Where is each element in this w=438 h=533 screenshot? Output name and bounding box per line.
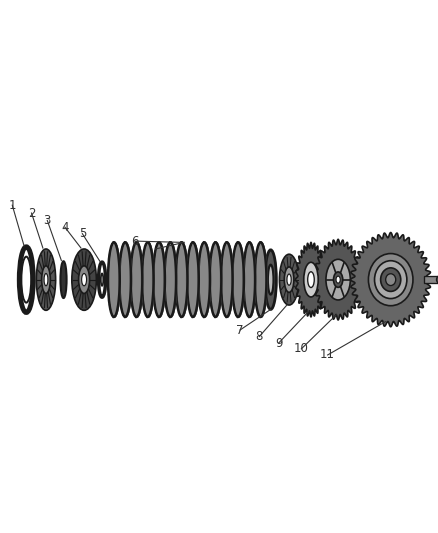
Ellipse shape (119, 243, 131, 317)
Text: 3: 3 (44, 214, 51, 227)
Ellipse shape (437, 276, 438, 284)
Ellipse shape (268, 265, 273, 295)
Ellipse shape (60, 261, 67, 298)
Ellipse shape (198, 243, 210, 317)
Ellipse shape (244, 243, 255, 317)
Ellipse shape (142, 243, 154, 317)
Text: 10: 10 (294, 342, 309, 356)
Ellipse shape (255, 243, 266, 317)
Ellipse shape (333, 272, 343, 287)
Ellipse shape (176, 243, 187, 317)
Text: 2: 2 (28, 207, 35, 220)
Text: 8: 8 (256, 330, 263, 343)
Ellipse shape (131, 243, 142, 317)
Ellipse shape (232, 243, 244, 317)
Ellipse shape (386, 274, 396, 286)
Ellipse shape (187, 243, 199, 317)
Ellipse shape (284, 267, 294, 292)
Ellipse shape (336, 276, 340, 283)
Ellipse shape (374, 261, 407, 298)
Polygon shape (350, 232, 431, 327)
Text: 4: 4 (61, 221, 69, 233)
Text: 5: 5 (79, 227, 86, 240)
Ellipse shape (210, 243, 221, 317)
Polygon shape (314, 239, 362, 320)
Ellipse shape (44, 273, 48, 286)
Ellipse shape (326, 260, 350, 300)
Ellipse shape (221, 243, 233, 317)
Ellipse shape (81, 273, 87, 286)
Ellipse shape (78, 266, 90, 294)
Ellipse shape (108, 243, 120, 317)
Ellipse shape (287, 274, 291, 285)
Text: 1: 1 (8, 199, 16, 212)
Ellipse shape (164, 243, 176, 317)
Text: 7: 7 (236, 324, 244, 336)
Ellipse shape (265, 250, 276, 310)
Text: 6: 6 (131, 235, 139, 248)
Text: 9: 9 (275, 337, 283, 350)
Bar (424, 276, 438, 283)
Polygon shape (296, 243, 326, 317)
Ellipse shape (368, 254, 413, 306)
Ellipse shape (153, 243, 165, 317)
Text: 11: 11 (320, 349, 335, 361)
Ellipse shape (36, 249, 56, 310)
Ellipse shape (381, 268, 401, 292)
Ellipse shape (304, 262, 318, 297)
Ellipse shape (72, 249, 96, 310)
Ellipse shape (279, 254, 299, 305)
Ellipse shape (42, 266, 50, 294)
Ellipse shape (307, 272, 314, 287)
